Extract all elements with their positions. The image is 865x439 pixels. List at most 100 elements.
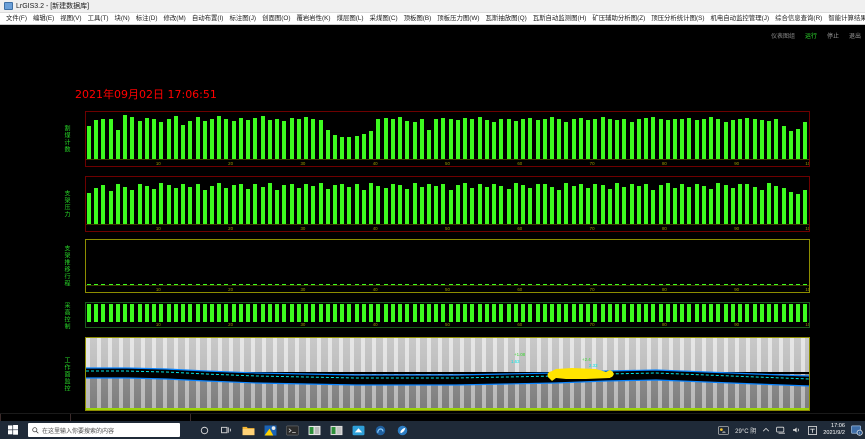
app-button-6[interactable] xyxy=(326,421,346,439)
bar xyxy=(506,304,511,322)
bar xyxy=(795,283,800,285)
bar xyxy=(376,119,381,159)
app-button-5[interactable] xyxy=(304,421,324,439)
top-button-1[interactable]: 运行 xyxy=(804,34,817,40)
cortana-button[interactable] xyxy=(194,421,214,439)
bar xyxy=(557,119,562,159)
x-axis-tick: 90 xyxy=(734,161,740,166)
menu-item-13[interactable]: 顶板图(B) xyxy=(403,15,432,22)
bar xyxy=(767,283,772,285)
bar xyxy=(289,183,294,224)
menu-item-7[interactable]: 自动布置(I) xyxy=(191,15,224,22)
x-axis-tick: 70 xyxy=(589,161,595,166)
bar xyxy=(586,304,591,322)
chevron-up-icon[interactable] xyxy=(762,426,770,434)
app-button-8[interactable] xyxy=(370,421,390,439)
scene-tag-height-1: +1.08 xyxy=(514,352,526,357)
bar xyxy=(434,304,439,322)
bar xyxy=(130,189,135,224)
bar xyxy=(275,189,280,224)
media-app-button[interactable] xyxy=(260,421,280,439)
menu-item-18[interactable]: 顶压分析统计图(S) xyxy=(651,15,705,22)
task-view-button[interactable] xyxy=(216,421,236,439)
bar xyxy=(181,283,186,285)
bar xyxy=(398,283,403,285)
panel-cycle-count-plot[interactable]: 10 20 30 40 50 60 70 80 90 100 xyxy=(85,111,810,167)
bar xyxy=(477,184,482,224)
bar xyxy=(441,183,446,224)
menu-item-6[interactable]: 修改(M) xyxy=(163,15,186,22)
menu-item-10[interactable]: 覆岩岩性(K) xyxy=(296,15,331,22)
menu-item-4[interactable]: 块(N) xyxy=(114,15,130,22)
menu-item-8[interactable]: 标注图(J) xyxy=(229,15,257,22)
bar xyxy=(788,131,793,159)
bar xyxy=(781,304,786,322)
bar xyxy=(238,183,243,224)
top-button-2[interactable]: 停止 xyxy=(826,34,839,40)
menu-item-12[interactable]: 采煤图(C) xyxy=(369,15,398,22)
top-button-3[interactable]: 退出 xyxy=(848,34,861,40)
bar xyxy=(672,188,677,224)
menu-item-19[interactable]: 机电自动监控管理(J) xyxy=(710,15,770,22)
ime-icon[interactable] xyxy=(808,425,818,435)
bar xyxy=(651,304,656,322)
bar xyxy=(535,304,540,322)
bar xyxy=(260,187,265,224)
bar xyxy=(578,184,583,224)
bar xyxy=(477,283,482,285)
top-button-0[interactable]: 仪表图组 xyxy=(770,34,795,40)
bar xyxy=(195,117,200,159)
notification-icon[interactable]: ! xyxy=(851,425,863,436)
bar xyxy=(528,283,533,285)
taskbar-search-input[interactable]: 在这里输入你要搜索的内容 xyxy=(28,423,180,437)
panel-support-advance-plot[interactable]: 10 20 30 40 50 60 70 80 90 100 xyxy=(85,239,810,293)
menu-item-17[interactable]: 矿压辅助分析图(Z) xyxy=(592,15,646,22)
network-icon[interactable] xyxy=(776,426,786,434)
menu-item-20[interactable]: 综合信息查询(R) xyxy=(775,15,823,22)
bar xyxy=(745,283,750,285)
x-axis-tick: 80 xyxy=(661,287,667,292)
status-cell xyxy=(70,414,190,422)
menu-item-16[interactable]: 瓦斯自动监测图(H) xyxy=(532,15,587,22)
volume-icon[interactable] xyxy=(792,426,802,434)
app-button-9[interactable] xyxy=(392,421,412,439)
bar xyxy=(759,283,764,285)
start-button[interactable] xyxy=(0,421,26,439)
menu-item-2[interactable]: 视图(V) xyxy=(60,15,82,22)
panel-support-pressure-plot[interactable]: 10 20 30 40 50 60 70 80 90 100 xyxy=(85,176,810,232)
menu-item-3[interactable]: 工具(T) xyxy=(87,15,109,22)
bar xyxy=(484,187,489,224)
menu-item-0[interactable]: 文件(F) xyxy=(6,15,27,22)
bar xyxy=(759,304,764,322)
bar xyxy=(716,182,721,224)
menu-item-14[interactable]: 顶板压力图(W) xyxy=(437,15,480,22)
file-explorer-button[interactable] xyxy=(238,421,258,439)
terminal-app-button[interactable] xyxy=(282,421,302,439)
menu-item-9[interactable]: 创面图(O) xyxy=(262,15,291,22)
bar xyxy=(123,304,128,322)
working-face-monitor-view[interactable]: +1.08 1.63 +2.4 2.32 xyxy=(85,337,810,411)
menu-item-21[interactable]: 智能计算结果库(E) xyxy=(828,15,865,22)
bar xyxy=(672,283,677,285)
bar xyxy=(600,304,605,322)
menu-item-1[interactable]: 编辑(E) xyxy=(32,15,55,22)
bar xyxy=(513,121,518,159)
bar xyxy=(492,183,497,224)
bar xyxy=(159,283,164,285)
app-button-7[interactable] xyxy=(348,421,368,439)
bar xyxy=(448,119,453,159)
taskbar-clock[interactable]: 17:06 2021/9/2 xyxy=(823,423,845,437)
menu-item-5[interactable]: 标注(D) xyxy=(135,15,158,22)
bar xyxy=(398,185,403,224)
bar xyxy=(188,187,193,224)
panel-coal-height-plot[interactable]: 10 20 30 40 50 60 70 80 90 100 xyxy=(85,302,810,328)
menu-item-15[interactable]: 瓦斯抽放图(Q) xyxy=(485,15,527,22)
bar xyxy=(398,304,403,322)
bar xyxy=(361,134,366,159)
bar xyxy=(144,186,149,224)
menu-item-11[interactable]: 煤层图(L) xyxy=(336,15,364,22)
bar xyxy=(275,283,280,285)
bar xyxy=(94,283,99,285)
bar xyxy=(701,283,706,285)
bar xyxy=(513,283,518,285)
